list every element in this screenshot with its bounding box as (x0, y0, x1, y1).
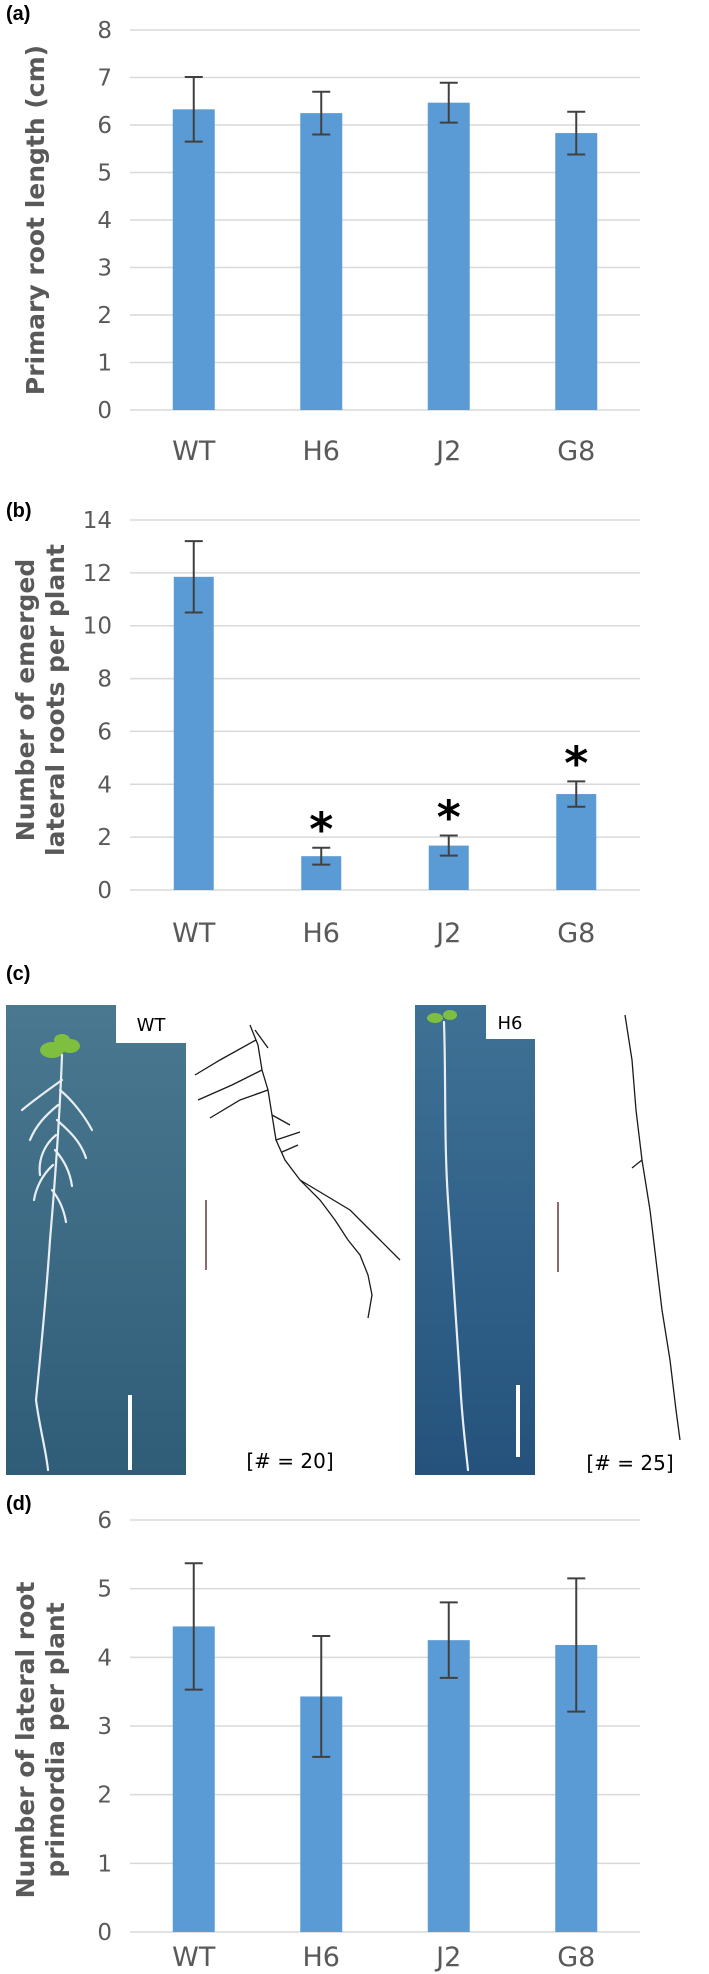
error-bar-d-wt (184, 1562, 203, 1691)
panel-b-label: (b) (6, 500, 32, 522)
error-bar-b-wt (184, 540, 203, 614)
y-tick-label-a-3: 3 (97, 256, 112, 282)
y-tick-label-a-7: 7 (97, 66, 112, 92)
error-bar-d-g8 (567, 1577, 586, 1713)
category-label-b-j2: J2 (434, 918, 461, 949)
y-tick-label-b-4: 8 (97, 667, 112, 693)
h6-photo-label: H6 (498, 1013, 523, 1034)
category-label-d-h6: H6 (303, 1942, 340, 1973)
y-tick-label-a-1: 1 (97, 351, 112, 377)
bar-a-g8 (555, 133, 598, 410)
y-tick-label-d-5: 5 (97, 1577, 112, 1603)
bar-d-j2 (427, 1640, 470, 1932)
h6-seedling-photo: H6 (415, 1005, 535, 1475)
error-bar-d-h6 (312, 1635, 331, 1758)
category-label-b-g8: G8 (557, 918, 595, 949)
h6-root-tracing (624, 1014, 681, 1441)
y-tick-label-d-4: 4 (97, 1645, 112, 1671)
y-tick-label-b-6: 12 (83, 561, 112, 587)
bar-a-wt (172, 109, 215, 410)
error-bar-a-wt (184, 76, 203, 143)
error-bar-a-g8 (567, 110, 586, 156)
wt-tracing-scale-bar (205, 1200, 207, 1270)
y-axis-title-b-line-1: Number of emerged (11, 559, 40, 841)
y-axis-title-b-line-2: lateral roots per plant (41, 544, 70, 856)
h6-seedling-shoot (427, 1010, 457, 1023)
h6-tracing-scale-bar (557, 1202, 559, 1272)
y-tick-label-a-8: 8 (97, 18, 112, 44)
chart-a: 0 1 2 3 4 5 6 7 8 WT H6 J2 G8 Primary root length (cm… (21, 18, 640, 467)
wt-root-tracing (194, 1024, 401, 1319)
panel-d-label: (d) (6, 1493, 32, 1515)
error-bar-b-g8 (567, 780, 586, 808)
y-axis-title-a: Primary root length (cm) (21, 45, 50, 395)
y-tick-label-d-1: 1 (97, 1851, 112, 1877)
y-tick-label-b-1: 2 (97, 825, 112, 851)
y-tick-label-d-6: 6 (97, 1508, 112, 1534)
error-bar-b-j2 (439, 834, 458, 857)
wt-count-label: [# = 20] (246, 1449, 333, 1473)
category-label-a-g8: G8 (557, 436, 595, 467)
bar-a-j2 (427, 102, 470, 411)
category-label-a-j2: J2 (434, 436, 461, 467)
wt-root-system (20, 1053, 94, 1472)
y-tick-label-a-2: 2 (97, 303, 112, 329)
category-label-d-g8: G8 (557, 1942, 595, 1973)
y-tick-label-a-4: 4 (97, 208, 112, 234)
wt-seedling-photo: WT (6, 1005, 186, 1475)
category-label-d-j2: J2 (434, 1942, 461, 1973)
wt-scale-bar (128, 1395, 132, 1470)
y-tick-label-a-6: 6 (97, 113, 112, 139)
bar-b-g8 (556, 794, 597, 890)
wt-photo-label: WT (137, 1015, 167, 1036)
y-tick-label-d-0: 0 (97, 1920, 112, 1946)
error-bar-a-j2 (439, 81, 458, 124)
h6-count-label: [# = 25] (586, 1451, 673, 1475)
error-bar-a-h6 (312, 90, 331, 136)
h6-root-system (442, 1020, 470, 1472)
category-label-a-wt: WT (172, 436, 216, 467)
y-tick-label-b-7: 14 (83, 508, 112, 534)
chart-b: 0 2 4 6 8 10 12 14 WT H6 * J2 * G8 * Number of emerged l… (11, 508, 640, 949)
h6-scale-bar (516, 1385, 520, 1457)
chart-d: 0 1 2 3 4 5 6 WT H6 J2 G8 Number of lateral root pri… (11, 1508, 640, 1973)
panel-c-label: (c) (6, 963, 30, 985)
y-axis-title-d-line-2: primordia per plant (41, 1602, 70, 1877)
wt-seedling-shoot (40, 1034, 80, 1058)
error-bar-b-h6 (312, 846, 331, 866)
y-axis-title-d-line-1: Number of lateral root (11, 1582, 40, 1899)
category-label-d-wt: WT (172, 1942, 216, 1973)
y-tick-label-a-5: 5 (97, 161, 112, 187)
category-label-b-wt: WT (172, 918, 216, 949)
category-label-a-h6: H6 (303, 436, 340, 467)
y-tick-label-b-0: 0 (97, 878, 112, 904)
significance-star-b-g8: * (564, 736, 588, 790)
y-tick-label-b-3: 6 (97, 719, 112, 745)
y-tick-label-d-3: 3 (97, 1714, 112, 1740)
category-label-b-h6: H6 (303, 918, 340, 949)
significance-star-b-h6: * (309, 803, 333, 857)
y-tick-label-b-5: 10 (83, 614, 112, 640)
error-bar-d-j2 (439, 1601, 458, 1679)
panel-a-label: (a) (6, 3, 30, 25)
y-tick-label-a-0: 0 (97, 398, 112, 424)
panel-c: WT (6, 1005, 681, 1475)
bar-b-wt (173, 576, 214, 890)
y-tick-label-d-2: 2 (97, 1783, 112, 1809)
significance-star-b-j2: * (437, 791, 461, 845)
bar-a-h6 (300, 113, 343, 410)
y-tick-label-b-2: 4 (97, 772, 112, 798)
